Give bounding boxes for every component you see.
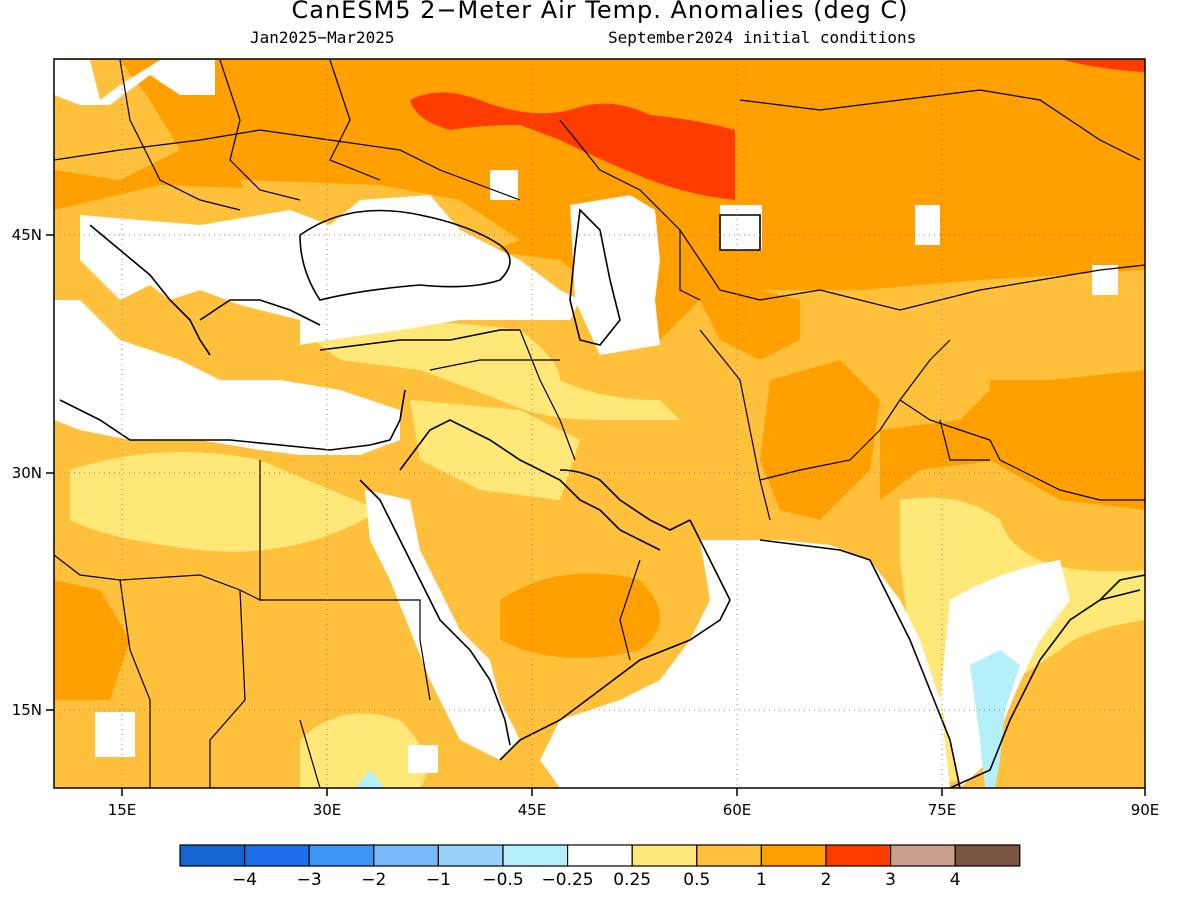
x-tick-label: 45E [518, 801, 547, 819]
anomaly-band-0.25-to-0.5 [410, 400, 580, 500]
colorbar-swatch [566, 844, 633, 867]
anomaly-band-near-zero [915, 205, 940, 245]
anomaly-band-near-zero [490, 170, 518, 200]
anomaly-band-0.25-to-0.5 [300, 322, 680, 420]
anomaly-band-near-zero [80, 195, 580, 345]
anomaly-band-near-zero [365, 490, 520, 760]
colorbar-label: −1 [426, 870, 451, 890]
colorbar-label: −0.25 [542, 870, 594, 890]
colorbar-label: 3 [885, 870, 896, 890]
anomaly-band-near-zero [540, 540, 950, 788]
anomaly-band-0.25-to-0.5 [300, 713, 427, 788]
colorbar-label: −4 [232, 870, 257, 890]
axis-ticks [46, 234, 1146, 796]
x-tick-label: 15E [108, 801, 137, 819]
colorbar-swatch [889, 844, 956, 867]
colorbar-label: 2 [821, 870, 832, 890]
x-tick-label: 75E [928, 801, 957, 819]
colorbar-swatch [760, 844, 827, 867]
anomaly-band-1-to-2 [700, 290, 800, 360]
initial-conditions: September2024 initial conditions [608, 28, 917, 47]
anomaly-band-near-zero [408, 745, 438, 773]
colorbar-swatch [696, 844, 762, 867]
anomaly-band-0.25-to-0.5 [70, 452, 380, 552]
anomaly-band-near-zero [95, 712, 135, 757]
colorbar-label: 0.5 [683, 870, 710, 890]
colorbar-swatch [244, 844, 310, 867]
colorbar-swatch [437, 844, 504, 867]
anomaly-band-2-to-3 [410, 92, 735, 200]
y-tick-label: 30N [12, 464, 42, 482]
colorbar-swatch [825, 844, 892, 867]
anomaly-band-near-zero [54, 60, 215, 105]
anomaly-band-minus-0.5-to-minus-0.25 [970, 650, 1020, 788]
anomaly-band-1-to-2 [500, 573, 660, 658]
colorbar-label: 0.25 [613, 870, 651, 890]
colorbar-swatch [502, 844, 569, 867]
anomaly-band-near-zero [720, 205, 762, 250]
anomaly-band-near-zero [570, 195, 660, 355]
map-title: CanESM5 2−Meter Air Temp. Anomalies (deg… [291, 0, 909, 24]
colorbar-label: 1 [756, 870, 767, 890]
anomaly-band-1-to-2 [990, 380, 1145, 510]
forecast-period: Jan2025−Mar2025 [250, 28, 395, 47]
colorbar-label: −3 [297, 870, 322, 890]
map-frame [53, 58, 1146, 789]
y-tick-label: 15N [12, 701, 42, 719]
gridlines [54, 59, 1145, 788]
x-tick-label: 60E [723, 801, 752, 819]
colorbar-swatch [631, 844, 698, 867]
y-tick-label: 45N [12, 226, 42, 244]
x-tick-label: 30E [313, 801, 342, 819]
colorbar: −4 −3 −2 −1 −0.5 −0.25 0.25 0.5 1 2 3 4 [179, 844, 1021, 890]
colorbar-swatch [373, 844, 439, 867]
colorbar-swatch [954, 844, 1021, 867]
anomaly-field [54, 59, 1145, 788]
x-tick-label: 90E [1131, 801, 1160, 819]
colorbar-label: 4 [950, 870, 961, 890]
coastlines [59, 208, 1145, 788]
colorbar-label: −0.5 [482, 870, 523, 890]
anomaly-band-2-to-3 [1060, 59, 1145, 72]
colorbar-label: −2 [361, 870, 386, 890]
colorbar-swatch [308, 844, 375, 867]
anomaly-band-1-to-2 [760, 360, 880, 520]
anomaly-band-1-to-2 [54, 580, 130, 700]
country-borders [54, 59, 1145, 788]
colorbar-swatch [179, 844, 246, 867]
anomaly-band-near-zero [54, 300, 400, 455]
anomaly-band-minus-0.5-to-minus-0.25 [355, 770, 385, 788]
